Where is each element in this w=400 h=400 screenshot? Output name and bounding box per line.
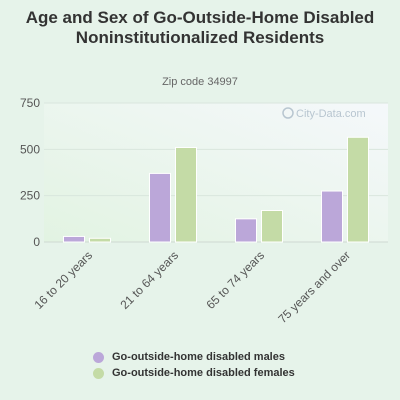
legend-swatch-females <box>93 367 104 379</box>
legend-label-males: Go-outside-home disabled males <box>112 351 285 363</box>
bar-females <box>175 146 197 243</box>
y-tick-label: 750 <box>20 96 40 110</box>
x-tick-label: 16 to 20 years <box>31 248 95 312</box>
bar-males <box>149 172 171 243</box>
y-tick-label: 0 <box>33 235 40 249</box>
bar-females <box>261 209 283 243</box>
x-tick-label: 75 years and over <box>275 248 353 326</box>
chart-subtitle: Zip code 34997 <box>162 76 238 88</box>
bar-females <box>347 136 369 243</box>
bar-males <box>63 235 85 243</box>
legend-swatch-males <box>93 351 104 363</box>
chart-title: Age and Sex of Go-Outside-Home Disabled … <box>25 8 375 47</box>
x-tick-label: 65 to 74 years <box>203 248 267 312</box>
bar-males <box>235 218 257 243</box>
watermark-text: City-Data.com <box>296 108 366 120</box>
x-tick-label: 21 to 64 years <box>117 248 181 312</box>
watermark: City-Data.com <box>282 107 366 120</box>
legend-label-females: Go-outside-home disabled females <box>112 367 295 379</box>
legend-item-females: Go-outside-home disabled females <box>93 365 295 381</box>
legend: Go-outside-home disabled males Go-outsid… <box>93 349 295 381</box>
bar-males <box>321 190 343 243</box>
y-tick-label: 500 <box>20 142 40 156</box>
y-tick-label: 250 <box>20 189 40 203</box>
legend-item-males: Go-outside-home disabled males <box>93 349 295 365</box>
bar-females <box>89 237 111 243</box>
